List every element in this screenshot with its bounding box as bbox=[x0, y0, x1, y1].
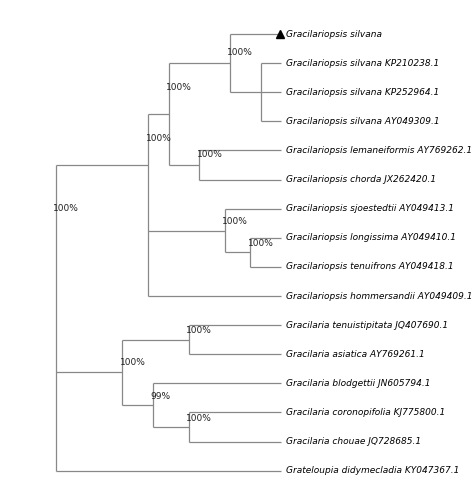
Text: Gracilariopsis hommersandii AY049409.1: Gracilariopsis hommersandii AY049409.1 bbox=[286, 292, 473, 301]
Text: 100%: 100% bbox=[186, 326, 212, 335]
Text: Gracilaria asiatica AY769261.1: Gracilaria asiatica AY769261.1 bbox=[286, 350, 425, 359]
Text: 100%: 100% bbox=[248, 239, 273, 248]
Text: Gracilariopsis silvana: Gracilariopsis silvana bbox=[286, 30, 382, 39]
Text: 100%: 100% bbox=[222, 217, 248, 226]
Text: Gracilariopsis tenuifrons AY049418.1: Gracilariopsis tenuifrons AY049418.1 bbox=[286, 262, 454, 271]
Text: 100%: 100% bbox=[186, 414, 212, 423]
Text: Gracilariopsis silvana KP252964.1: Gracilariopsis silvana KP252964.1 bbox=[286, 88, 439, 97]
Text: 99%: 99% bbox=[151, 392, 171, 401]
Text: Gracilaria tenuistipitata JQ407690.1: Gracilaria tenuistipitata JQ407690.1 bbox=[286, 320, 448, 330]
Text: Gracilaria blodgettii JN605794.1: Gracilaria blodgettii JN605794.1 bbox=[286, 379, 431, 388]
Text: 100%: 100% bbox=[146, 134, 171, 143]
Text: Gracilaria chouae JQ728685.1: Gracilaria chouae JQ728685.1 bbox=[286, 437, 421, 446]
Text: 100%: 100% bbox=[228, 49, 253, 58]
Text: Gracilariopsis sjoestedtii AY049413.1: Gracilariopsis sjoestedtii AY049413.1 bbox=[286, 204, 454, 213]
Text: Gracilariopsis chorda JX262420.1: Gracilariopsis chorda JX262420.1 bbox=[286, 175, 437, 184]
Text: 100%: 100% bbox=[166, 83, 192, 92]
Text: 100%: 100% bbox=[120, 359, 146, 368]
Text: Gracilariopsis longissima AY049410.1: Gracilariopsis longissima AY049410.1 bbox=[286, 233, 456, 243]
Text: Gracilariopsis silvana AY049309.1: Gracilariopsis silvana AY049309.1 bbox=[286, 117, 440, 126]
Text: 100%: 100% bbox=[197, 150, 222, 159]
Text: Gracilaria coronopifolia KJ775800.1: Gracilaria coronopifolia KJ775800.1 bbox=[286, 408, 446, 417]
Text: 100%: 100% bbox=[54, 204, 79, 213]
Text: Grateloupia didymecladia KY047367.1: Grateloupia didymecladia KY047367.1 bbox=[286, 466, 460, 475]
Text: Gracilariopsis lemaneiformis AY769262.1: Gracilariopsis lemaneiformis AY769262.1 bbox=[286, 146, 472, 155]
Text: Gracilariopsis silvana KP210238.1: Gracilariopsis silvana KP210238.1 bbox=[286, 59, 439, 67]
